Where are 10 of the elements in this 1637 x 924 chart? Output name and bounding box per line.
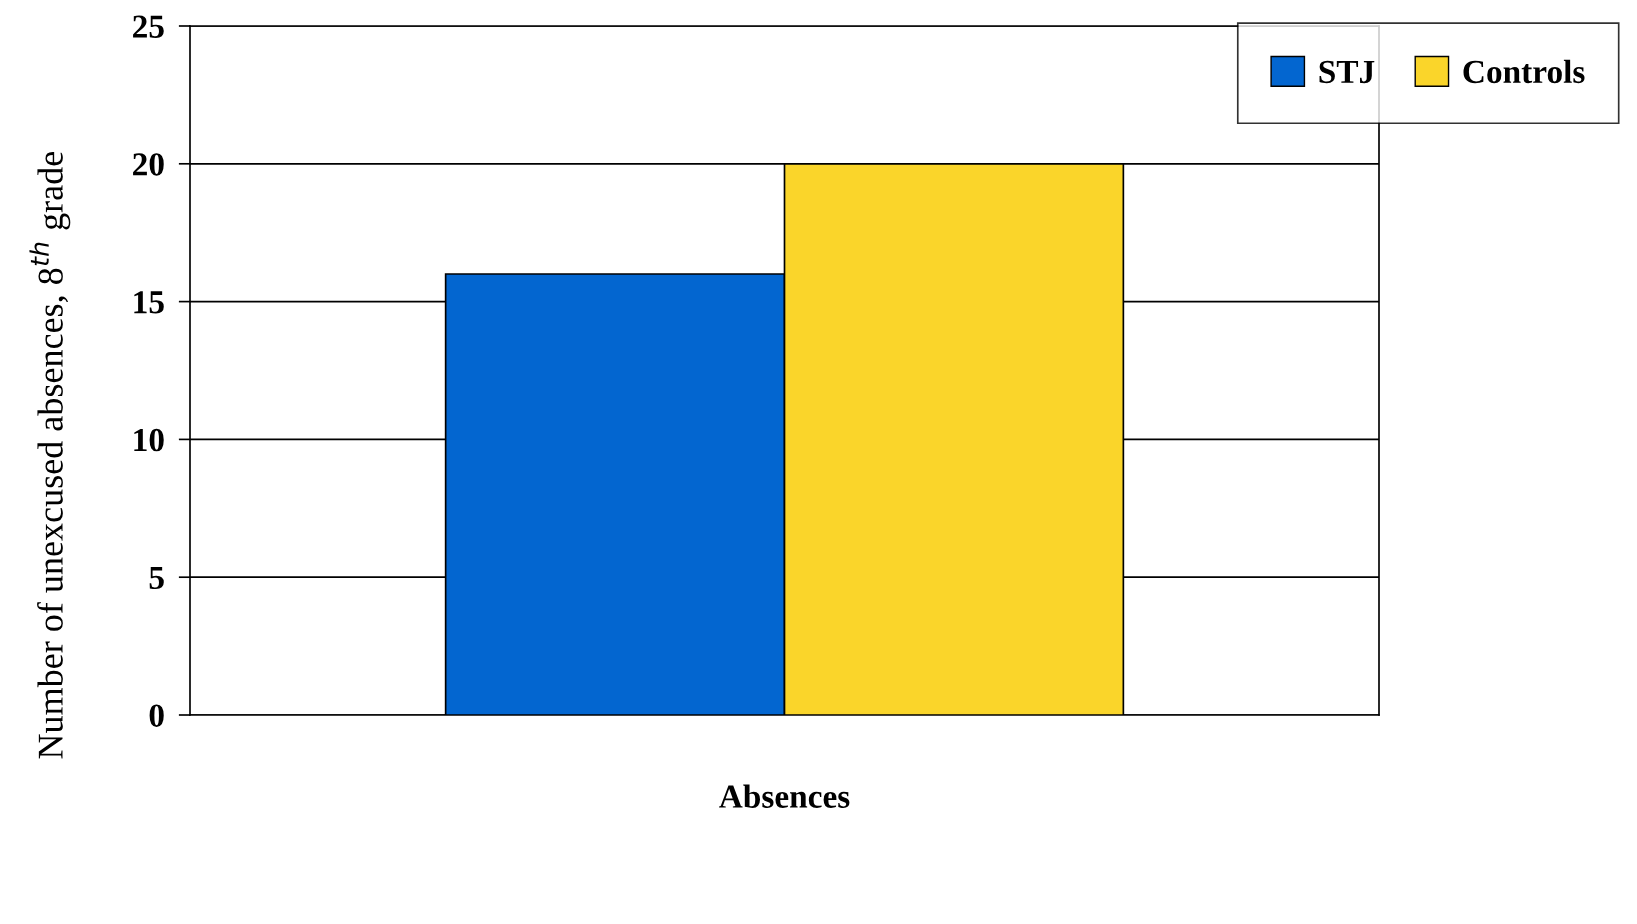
x-tick-label: Absences bbox=[719, 784, 850, 808]
y-tick-label: 15 bbox=[134, 291, 164, 314]
y-tick-label: 0 bbox=[149, 704, 164, 727]
y-tick-label: 5 bbox=[149, 566, 164, 590]
y-tick-label: 10 bbox=[134, 428, 164, 452]
y-tick-label: 20 bbox=[133, 153, 164, 176]
y-axis-title: Number of unexcused absences, 8$^{th}$ grade bbox=[29, 152, 71, 759]
legend-label: Controls bbox=[1463, 59, 1585, 84]
y-tick-label: 25 bbox=[133, 15, 164, 38]
legend-label: STJ bbox=[1319, 60, 1375, 84]
